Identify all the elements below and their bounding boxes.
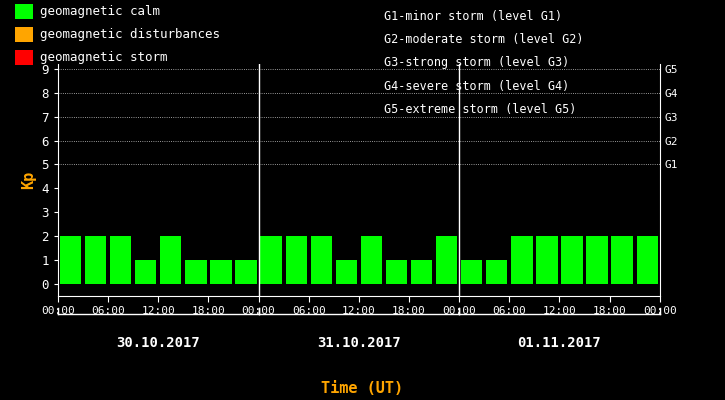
Bar [85, 236, 107, 284]
Y-axis label: Kp: Kp [21, 171, 36, 189]
Bar [236, 260, 257, 284]
Bar [336, 260, 357, 284]
Bar [110, 236, 131, 284]
Text: geomagnetic storm: geomagnetic storm [40, 51, 167, 64]
Text: G4-severe storm (level G4): G4-severe storm (level G4) [384, 80, 570, 93]
Bar [135, 260, 157, 284]
Bar [210, 260, 231, 284]
Bar [286, 236, 307, 284]
Bar [587, 236, 608, 284]
Text: G3-strong storm (level G3): G3-strong storm (level G3) [384, 56, 570, 69]
Text: G5-extreme storm (level G5): G5-extreme storm (level G5) [384, 103, 576, 116]
Text: G2-moderate storm (level G2): G2-moderate storm (level G2) [384, 33, 584, 46]
Bar [436, 236, 457, 284]
Bar [386, 260, 407, 284]
Bar [411, 260, 432, 284]
Text: Time (UT): Time (UT) [321, 381, 404, 396]
Bar [511, 236, 532, 284]
Bar [361, 236, 382, 284]
Text: 01.11.2017: 01.11.2017 [518, 336, 601, 350]
Bar [611, 236, 633, 284]
Bar [637, 236, 658, 284]
Bar [310, 236, 332, 284]
Bar [60, 236, 81, 284]
Text: geomagnetic disturbances: geomagnetic disturbances [40, 28, 220, 41]
Text: G1-minor storm (level G1): G1-minor storm (level G1) [384, 10, 563, 23]
Bar [461, 260, 482, 284]
Text: geomagnetic calm: geomagnetic calm [40, 5, 160, 18]
Text: 31.10.2017: 31.10.2017 [317, 336, 401, 350]
Bar [160, 236, 181, 284]
Bar [536, 236, 558, 284]
Bar [486, 260, 507, 284]
Bar [186, 260, 207, 284]
Text: 30.10.2017: 30.10.2017 [117, 336, 200, 350]
Bar [260, 236, 282, 284]
Bar [561, 236, 583, 284]
